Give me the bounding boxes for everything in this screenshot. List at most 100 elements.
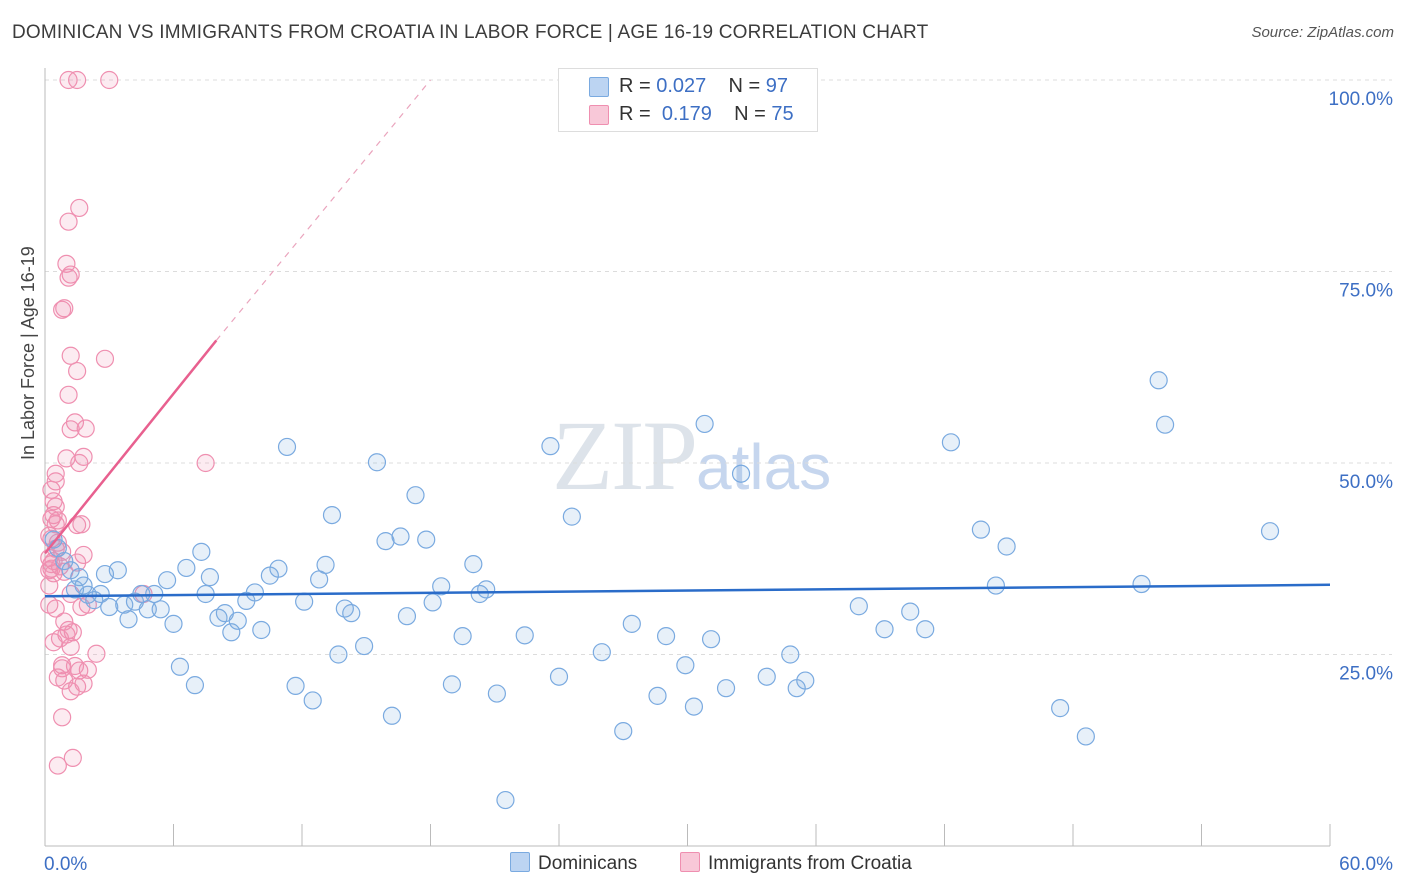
dominican-point [614,721,633,741]
croatia-point [59,385,78,404]
x-tick-label: 0.0% [44,854,87,875]
pink-swatch [589,105,609,125]
dominican-point [316,555,335,574]
stats-row-croatia: R = 0.179 N = 75 [619,103,794,126]
croatia-trend-line [44,339,218,555]
dominican-point [100,597,119,617]
dominican-point [875,620,894,639]
dominican-point [1155,415,1175,434]
dominican-point [151,600,170,619]
dominican-point [515,626,534,645]
n-label: N = [728,75,761,97]
watermark-atlas: atlas [696,431,832,503]
legend-item-dominicans[interactable]: Dominicans [510,852,637,875]
dominican-point [1076,727,1095,746]
dominican-point [391,527,410,546]
dominican-point [676,656,695,675]
dominican-point [464,555,483,574]
dominican-point [941,433,961,452]
dominican-point [355,636,374,656]
legend-label: Immigrants from Croatia [708,853,912,874]
dominican-point [209,608,228,627]
croatia-point [61,682,80,701]
n-value: 97 [765,75,789,97]
trend-lines [44,79,1331,598]
x-tick-label: 60.0% [1339,854,1393,875]
dominican-point [849,597,868,616]
source-label: Source: ZipAtlas.com [1251,24,1394,41]
dominican-point [245,583,264,602]
dominican-point [222,623,241,642]
dominican-point [138,600,157,619]
dominican-point [177,558,196,578]
blue-swatch [589,77,609,97]
axes [44,68,1331,847]
dominican-point [322,505,342,525]
croatia-point [72,515,91,534]
dominican-point [164,614,183,633]
dominican-point [108,561,127,580]
dominican-point [303,691,322,710]
dominican-point [796,671,815,690]
dominican-point [487,684,506,703]
croatia-point [59,212,78,231]
croatia-point [48,756,67,775]
dominican-point [277,437,297,457]
dominican-point [781,645,800,664]
dominican-point [335,599,354,618]
dominican-point [132,584,151,604]
legend-item-croatia[interactable]: Immigrants from Croatia [680,852,912,875]
croatia-point [100,70,119,90]
croatia-point [196,453,215,473]
croatia-point [63,748,82,768]
dominican-point [684,697,704,716]
dominican-point [185,676,205,695]
dominican-point [986,576,1006,595]
dominican-point [329,645,348,664]
y-tick-label: 25.0% [1339,664,1393,685]
legend-label: Dominicans [538,853,638,874]
r-label: R = [619,75,651,97]
y-tick-label: 75.0% [1339,281,1393,302]
dominican-point [406,486,425,505]
r-value: 0.027 [656,75,707,97]
dominican-point [592,643,611,662]
dominican-point [74,576,93,595]
dominican-point [470,584,489,604]
dominican-point [423,593,442,612]
dominican-point [541,437,560,456]
dominican-point [622,614,641,633]
r-value: 0.179 [661,103,712,125]
dominican-point [477,580,496,599]
dominican-point [119,610,138,629]
croatia-point [68,677,87,696]
dominican-point [1149,371,1168,390]
croatia-point [44,633,63,652]
croatia-point [57,254,76,273]
croatia-point [55,299,74,318]
croatia-point [78,660,97,679]
dominican-points [44,371,1280,810]
axis-tick-labels: 100.0% 75.0% 50.0% 25.0% 0.0% 60.0% [44,89,1393,875]
gridlines [45,79,1392,655]
dominican-point [295,592,314,611]
dominican-point [157,571,177,590]
stats-legend-box: R = 0.027 N = 97 R = 0.179 N = 75 [558,68,818,132]
dominican-point [91,584,110,604]
dominican-point [442,675,462,694]
y-tick-label: 100.0% [1329,89,1394,110]
n-label: N = [734,103,766,125]
dominican-point [192,542,211,561]
dominican-point [342,604,361,623]
dominican-point [971,520,991,539]
dominican-point [916,620,935,639]
croatia-point [68,361,87,381]
dominican-point [1260,522,1280,541]
dominican-point [562,507,581,526]
dominican-point [367,453,387,472]
y-tick-label: 50.0% [1339,472,1393,493]
legend-swatch-blue [510,852,530,872]
dominican-point [997,537,1016,556]
watermark: ZIPatlas [552,398,831,513]
